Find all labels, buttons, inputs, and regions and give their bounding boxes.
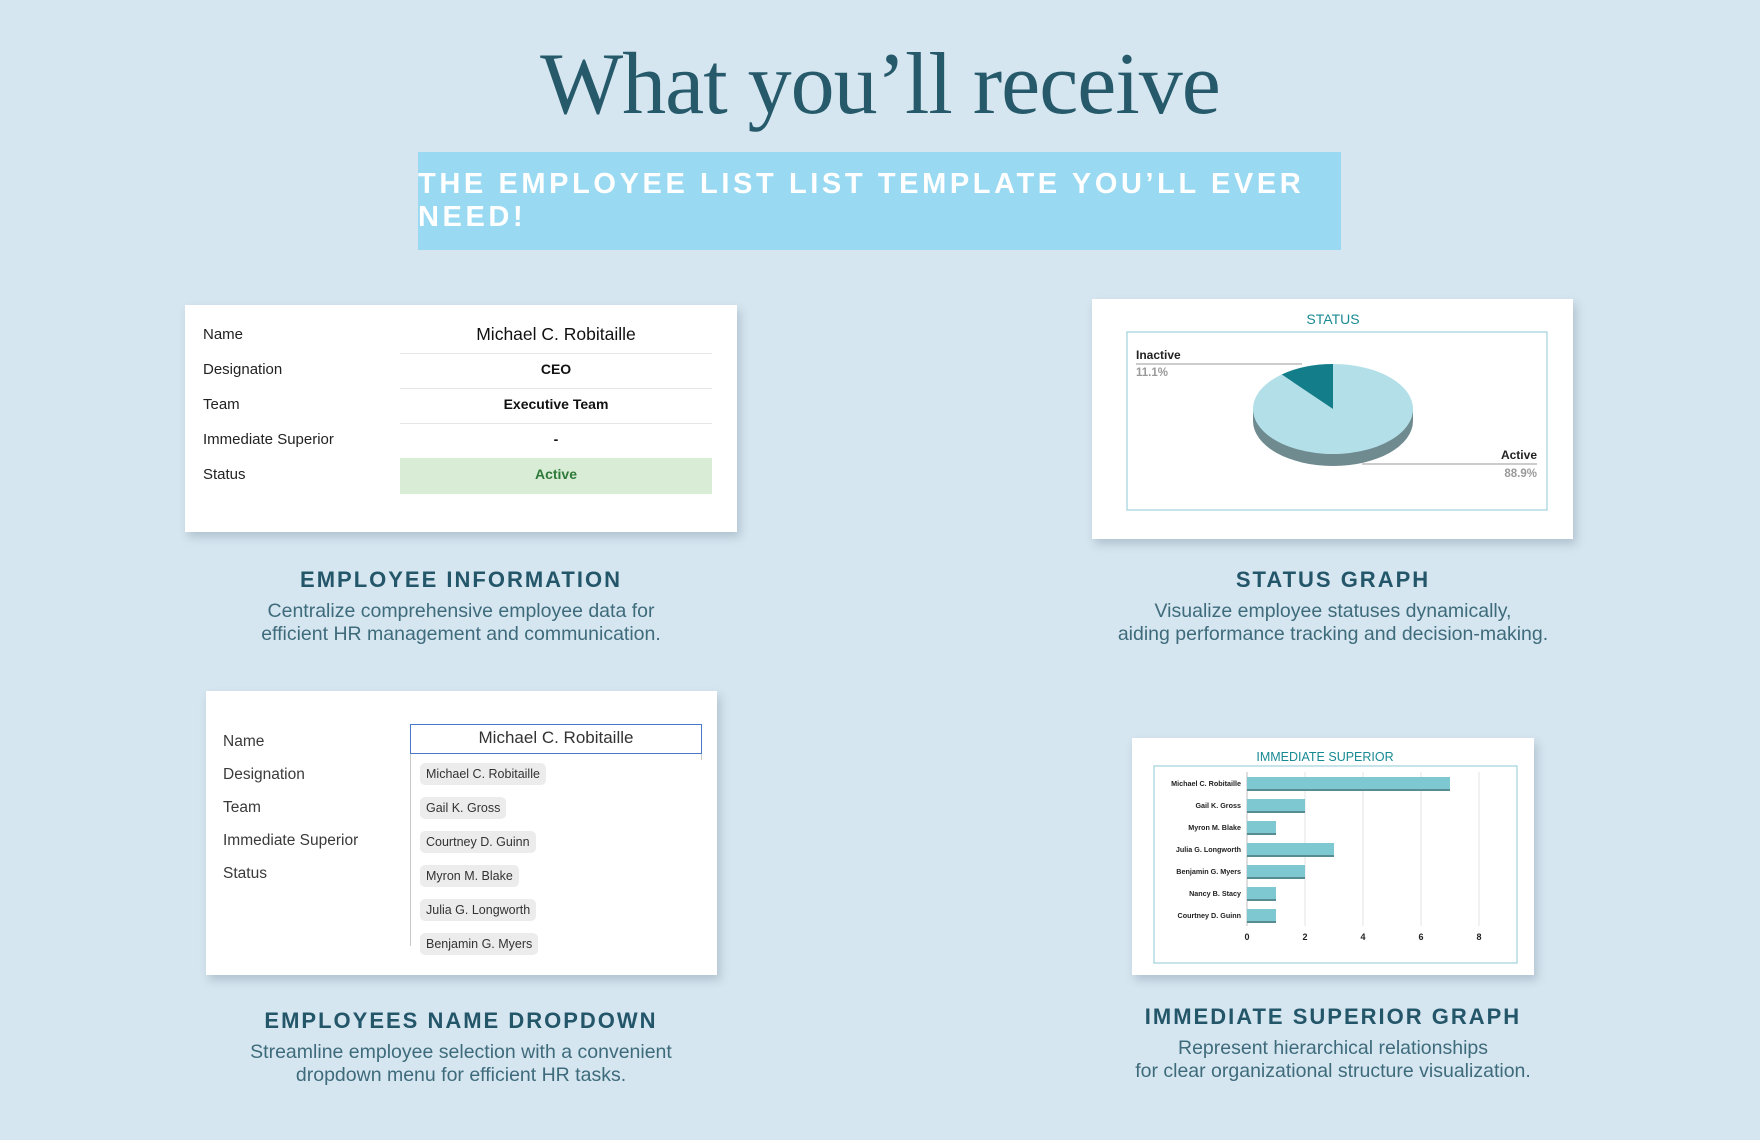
bar-title: IMMEDIATE SUPERIOR — [1256, 750, 1393, 764]
dd-designation-label: Designation — [223, 766, 305, 783]
designation-label: Designation — [203, 361, 283, 378]
superior-graph-card: IMMEDIATE SUPERIOR Michael C. Robitaille… — [1132, 738, 1534, 975]
bar — [1247, 799, 1305, 811]
dropdown-option[interactable]: Michael C. Robitaille — [420, 763, 546, 785]
active-value-label: 88.9% — [1504, 468, 1537, 480]
bar-category-label: Julia G. Longworth — [1176, 845, 1241, 854]
name-dropdown-card: Name Designation Team Immediate Superior… — [206, 691, 717, 975]
banner-text: THE EMPLOYEE LIST LIST TEMPLATE YOU’LL E… — [418, 168, 1305, 233]
designation-value: CEO — [540, 361, 572, 377]
bar-category-label: Michael C. Robitaille — [1171, 779, 1241, 788]
inactive-value-label: 11.1% — [1136, 367, 1168, 379]
bar-x-tick-label: 4 — [1360, 932, 1365, 942]
status-graph-title: STATUS GRAPH — [1235, 567, 1431, 592]
bar-x-tick-label: 2 — [1302, 932, 1307, 942]
bar — [1247, 909, 1276, 921]
dropdown-option[interactable]: Gail K. Gross — [420, 797, 507, 819]
status-label: Status — [203, 466, 246, 483]
name-dropdown-desc-line1: Streamline employee selection with a con… — [250, 1041, 672, 1063]
bar — [1247, 777, 1450, 789]
name-dropdown-desc-line2: dropdown menu for efficient HR tasks. — [295, 1064, 627, 1086]
name-label: Name — [203, 326, 244, 343]
bar-category-label: Myron M. Blake — [1188, 823, 1241, 832]
bar — [1247, 821, 1276, 833]
dropdown-list-border-right — [701, 754, 702, 760]
row-divider — [400, 423, 712, 424]
banner: THE EMPLOYEE LIST LIST TEMPLATE YOU’LL E… — [418, 152, 1341, 250]
name-value: Michael C. Robitaille — [476, 324, 636, 344]
superior-graph-desc-line2: for clear organizational structure visua… — [1135, 1060, 1531, 1082]
pie-title: STATUS — [1306, 311, 1359, 327]
row-divider — [400, 388, 712, 389]
pie-slice-inactive — [1281, 364, 1333, 409]
dd-team-label: Team — [223, 799, 261, 816]
active-label: Active — [1501, 448, 1537, 462]
bar-category-label: Nancy B. Stacy — [1189, 889, 1241, 898]
superior-graph-desc-line1: Represent hierarchical relationships — [1178, 1037, 1488, 1059]
status-graph-desc-line1: Visualize employee statuses dynamically, — [1154, 600, 1512, 622]
superior-graph-title: IMMEDIATE SUPERIOR GRAPH — [1144, 1004, 1522, 1029]
superior-value: - — [553, 431, 559, 447]
bar-x-tick-label: 6 — [1418, 932, 1423, 942]
employee-info-title: EMPLOYEE INFORMATION — [300, 567, 622, 592]
employee-info-desc-line1: Centralize comprehensive employee data f… — [267, 600, 655, 622]
status-graph-card: STATUS Inactive 11.1% Active 88.9% — [1092, 299, 1573, 539]
team-value: Executive Team — [503, 396, 609, 412]
employee-info-card: Name Michael C. Robitaille Designation C… — [185, 305, 737, 532]
superior-label: Immediate Superior — [203, 431, 334, 448]
status-value: Active — [534, 466, 578, 482]
bar — [1247, 843, 1334, 855]
bar-plot-border — [1153, 765, 1518, 964]
dd-superior-label: Immediate Superior — [223, 832, 359, 849]
dropdown-option[interactable]: Benjamin G. Myers — [420, 933, 539, 955]
bar-x-tick-label: 0 — [1244, 932, 1249, 942]
bar-category-label: Courtney D. Guinn — [1178, 911, 1242, 920]
name-select-value: Michael C. Robitaille — [478, 728, 634, 747]
superior-bar-chart: IMMEDIATE SUPERIOR Michael C. Robitaille… — [1153, 750, 1518, 964]
pie-plot-border — [1126, 331, 1548, 511]
bar — [1247, 865, 1305, 877]
page-title: What you’ll receive — [540, 36, 1221, 133]
pie-slice-active — [1253, 364, 1413, 454]
inactive-label: Inactive — [1136, 348, 1181, 362]
status-graph-desc-line2: aiding performance tracking and decision… — [1117, 623, 1549, 645]
status-pie-chart: STATUS Inactive 11.1% Active 88.9% — [1126, 311, 1548, 511]
bar-x-tick-label: 8 — [1476, 932, 1481, 942]
row-divider — [400, 353, 712, 354]
dd-name-label: Name — [223, 733, 265, 750]
name-dropdown-title: EMPLOYEES NAME DROPDOWN — [264, 1008, 658, 1033]
bar — [1247, 887, 1276, 899]
bar-category-label: Benjamin G. Myers — [1176, 867, 1241, 876]
dropdown-option[interactable]: Julia G. Longworth — [420, 899, 537, 921]
bar-category-label: Gail K. Gross — [1195, 801, 1241, 810]
employee-info-desc-line2: efficient HR management and communicatio… — [261, 623, 661, 645]
status-cell — [400, 458, 712, 494]
dropdown-option[interactable]: Myron M. Blake — [420, 865, 519, 887]
name-select[interactable]: Michael C. Robitaille — [410, 724, 702, 754]
dropdown-list-border — [410, 754, 411, 946]
dropdown-option[interactable]: Courtney D. Guinn — [420, 831, 536, 853]
dd-status-label: Status — [223, 865, 267, 882]
team-label: Team — [203, 396, 240, 413]
